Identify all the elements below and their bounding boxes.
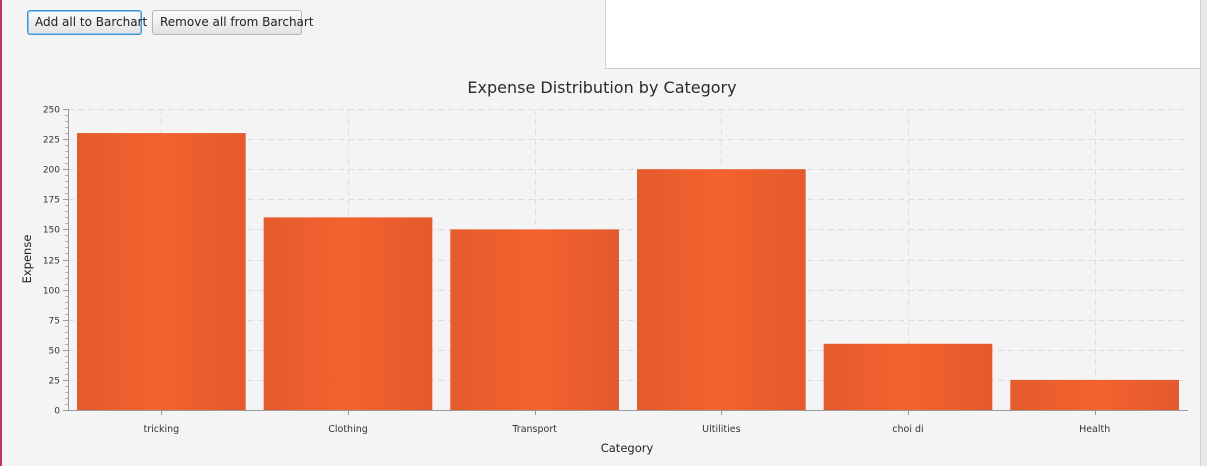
y-tick-label: 0: [54, 407, 60, 417]
chart-grid: [68, 109, 1188, 410]
window-right-edge: [1200, 0, 1207, 466]
bar-ultilities: [637, 169, 806, 410]
y-tick-label: 175: [43, 196, 60, 206]
x-tick-label: Transport: [511, 424, 557, 435]
content-panel: [605, 0, 1200, 69]
y-axis-title: Expense: [20, 235, 34, 284]
chart-axes: [68, 109, 1188, 411]
window-left-edge: [0, 0, 2, 466]
y-tick-label: 125: [43, 257, 60, 267]
x-tick-label: Health: [1079, 424, 1110, 435]
x-tick-label: tricking: [143, 424, 179, 435]
y-tick-label: 75: [49, 317, 60, 327]
add-all-to-barchart-button[interactable]: Add all to Barchart: [27, 10, 147, 35]
chart-title: Expense Distribution by Category: [467, 78, 736, 97]
y-tick-label: 25: [49, 377, 60, 387]
x-axis-ticks: tricking Clothing Transport Ultilities choi …: [143, 410, 1110, 435]
y-tick-label: 200: [43, 166, 60, 176]
x-axis-title: Category: [601, 441, 654, 455]
y-tick-label: 100: [43, 287, 60, 297]
y-axis-ticks: 0 25 50 75 100 125 150 175 200 225 250: [43, 106, 68, 417]
remove-all-from-barchart-button[interactable]: Remove all from Barchart: [152, 10, 314, 35]
chart-bars: [77, 133, 1179, 410]
y-tick-label: 150: [43, 226, 60, 236]
bar-transport: [450, 229, 619, 410]
x-tick-label: Ultilities: [702, 424, 740, 435]
bar-choi-di: [823, 343, 993, 410]
y-tick-label: 225: [43, 136, 60, 146]
bar-tricking: [77, 133, 246, 410]
y-tick-label: 50: [49, 347, 61, 357]
x-tick-label: Clothing: [328, 424, 368, 435]
bar-health: [1010, 379, 1179, 410]
x-tick-label: choi di: [892, 424, 923, 435]
bar-clothing: [263, 217, 433, 410]
y-tick-label: 250: [43, 106, 60, 116]
